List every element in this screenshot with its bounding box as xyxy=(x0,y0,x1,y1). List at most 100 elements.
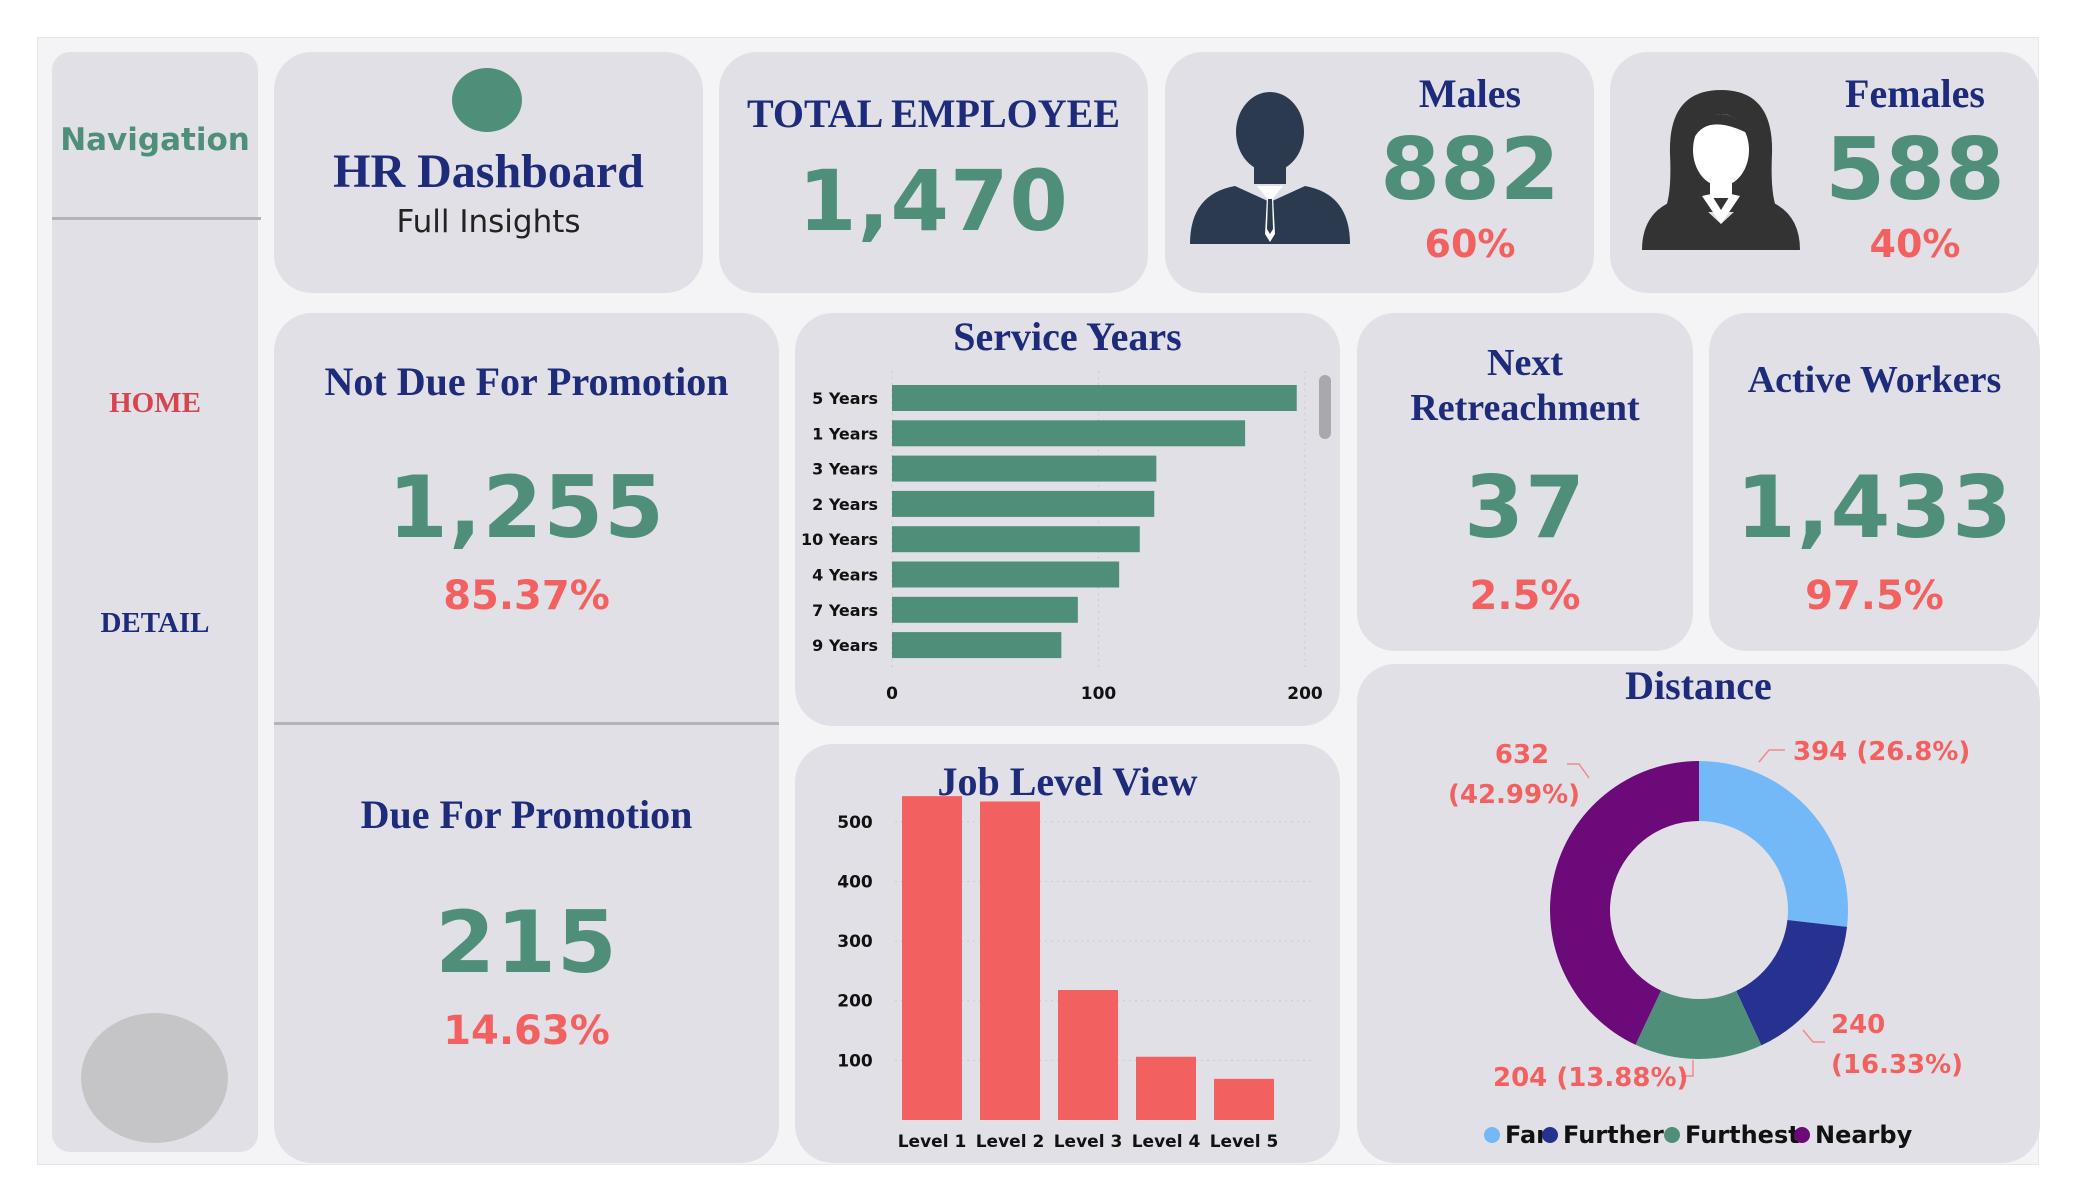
page-title: HR Dashboard xyxy=(333,145,644,198)
females-card: Females 588 40% xyxy=(1610,52,2039,293)
x-tick-label: 0 xyxy=(886,684,898,704)
legend-marker-far xyxy=(1484,1127,1500,1143)
nav-oval-button[interactable] xyxy=(81,1013,228,1143)
distance-donut-chart: 394 (26.8%) 240 (16.33%) 204 (13.88%) 632 (42… xyxy=(1448,737,1970,1149)
legend-marker-nearby xyxy=(1794,1127,1810,1143)
service-years-bar xyxy=(892,385,1297,411)
x-tick-label: 100 xyxy=(1081,684,1117,704)
nav-home-button[interactable]: HOME xyxy=(109,387,201,419)
donut-slice-furthest xyxy=(1635,990,1762,1059)
nearby-leader-line xyxy=(1567,763,1590,779)
service-years-bar xyxy=(892,596,1078,623)
donut-slice-further xyxy=(1736,920,1848,1046)
job-level-bar xyxy=(980,801,1040,1120)
next-retrenchment-label-line2: Retreachment xyxy=(1410,387,1640,429)
male-user-icon xyxy=(1190,92,1350,244)
job-level-chart: 100 200 300 400 500 Level 1 Level 2 Level 3 Leve… xyxy=(837,796,1313,1152)
y-tick-label: 1 Years xyxy=(812,424,878,443)
job-level-chart-panel: Job Level View 100 200 300 400 500 Level 1 Lev… xyxy=(795,744,1340,1163)
nav-detail-button[interactable]: DETAIL xyxy=(100,607,210,639)
dashboard-canvas: Navigation HOME DETAIL HR Dashboard Full… xyxy=(37,37,2040,1165)
distance-chart-panel: Distance 394 (26.8%) 240 (16.33%) 204 (13.8… xyxy=(1357,663,2040,1163)
next-retrenchment-value: 37 xyxy=(1464,458,1586,558)
donut-slice-far xyxy=(1699,761,1848,927)
males-value: 882 xyxy=(1380,120,1560,220)
promotion-divider xyxy=(274,722,779,725)
job-level-bar xyxy=(1214,1078,1274,1120)
females-label: Females xyxy=(1845,71,1985,116)
y-tick-label: 500 xyxy=(837,813,873,833)
next-retrenchment-label: Next Retreachment xyxy=(1357,341,1693,431)
total-employee-card: TOTAL EMPLOYEE 1,470 xyxy=(719,52,1148,293)
y-tick-label: 100 xyxy=(837,1051,873,1071)
further-data-label-line1: 240 xyxy=(1831,1010,1885,1040)
legend-label-furthest: Furthest xyxy=(1685,1121,1800,1149)
total-employee-value: 1,470 xyxy=(798,152,1069,250)
header-panel: HR Dashboard Full Insights xyxy=(274,52,703,293)
legend-marker-further xyxy=(1542,1127,1558,1143)
donut-slice-nearby xyxy=(1549,761,1699,1045)
females-value: 588 xyxy=(1825,120,2005,220)
y-tick-label: 3 Years xyxy=(812,460,878,479)
males-card: Males 882 60% xyxy=(1165,52,1594,293)
not-due-promotion-value: 1,255 xyxy=(387,458,666,558)
chart-scrollbar-thumb[interactable] xyxy=(1319,375,1331,439)
service-years-bar xyxy=(892,420,1246,447)
y-tick-label: 400 xyxy=(837,872,873,892)
job-level-title: Job Level View xyxy=(937,759,1198,804)
y-tick-label: 7 Years xyxy=(812,601,878,620)
far-data-label: 394 (26.8%) xyxy=(1793,737,1970,767)
x-tick-label: Level 1 xyxy=(898,1132,967,1152)
next-retrenchment-percent: 2.5% xyxy=(1469,573,1581,619)
service-years-bar xyxy=(892,526,1140,553)
service-years-bar xyxy=(892,561,1120,588)
service-years-chart-panel: Service Years 0 100 200 5 Years 1 Years 3 Yea… xyxy=(795,313,1340,726)
job-level-bar xyxy=(902,796,962,1120)
due-promotion-percent: 14.63% xyxy=(443,1008,610,1054)
page-subtitle: Full Insights xyxy=(396,204,581,240)
navigation-title: Navigation xyxy=(60,122,250,158)
not-due-promotion-percent: 85.37% xyxy=(443,573,610,619)
x-tick-label: Level 3 xyxy=(1054,1132,1123,1152)
service-years-chart: 0 100 200 5 Years 1 Years 3 Years 2 Years 10 Ye… xyxy=(801,371,1323,704)
next-retrenchment-label-line1: Next xyxy=(1487,342,1563,384)
legend-label-far: Far xyxy=(1505,1121,1548,1149)
y-tick-label: 2 Years xyxy=(812,495,878,514)
female-user-icon xyxy=(1642,90,1800,250)
males-label: Males xyxy=(1418,71,1522,116)
service-years-bar xyxy=(892,490,1155,517)
navigation-divider xyxy=(52,217,261,220)
x-tick-label: Level 2 xyxy=(976,1132,1045,1152)
distance-title: Distance xyxy=(1625,663,1772,708)
promotion-panel: Not Due For Promotion 1,255 85.37% Due F… xyxy=(274,313,779,1163)
y-tick-label: 10 Years xyxy=(801,530,878,549)
due-promotion-value: 215 xyxy=(435,893,618,993)
y-tick-label: 200 xyxy=(837,992,873,1012)
further-data-label-line2: (16.33%) xyxy=(1831,1050,1963,1080)
far-leader-line xyxy=(1758,749,1785,763)
active-workers-label: Active Workers xyxy=(1747,359,2002,401)
total-employee-label: TOTAL EMPLOYEE xyxy=(746,91,1121,136)
active-workers-percent: 97.5% xyxy=(1805,573,1944,619)
furthest-leader-line xyxy=(1681,1060,1694,1077)
x-tick-label: Level 5 xyxy=(1210,1132,1279,1152)
due-promotion-label: Due For Promotion xyxy=(360,792,693,837)
service-years-title: Service Years xyxy=(953,314,1182,359)
y-tick-label: 9 Years xyxy=(812,636,878,655)
nearby-data-label-line1: 632 xyxy=(1495,740,1549,770)
active-workers-card: Active Workers 1,433 97.5% xyxy=(1709,313,2040,651)
y-tick-label: 300 xyxy=(837,932,873,952)
y-tick-label: 4 Years xyxy=(812,566,878,585)
service-years-bar xyxy=(892,455,1157,482)
further-leader-line xyxy=(1802,1029,1825,1043)
navigation-sidebar: Navigation HOME DETAIL xyxy=(52,52,261,1152)
active-workers-value: 1,433 xyxy=(1735,458,2014,558)
job-level-bar xyxy=(1058,989,1118,1120)
y-tick-label: 5 Years xyxy=(812,389,878,408)
legend-label-nearby: Nearby xyxy=(1815,1121,1913,1149)
x-tick-label: 200 xyxy=(1287,684,1323,704)
logo-circle xyxy=(452,68,522,132)
males-percent: 60% xyxy=(1424,222,1516,266)
service-years-bar xyxy=(892,632,1062,659)
females-percent: 40% xyxy=(1869,222,1961,266)
